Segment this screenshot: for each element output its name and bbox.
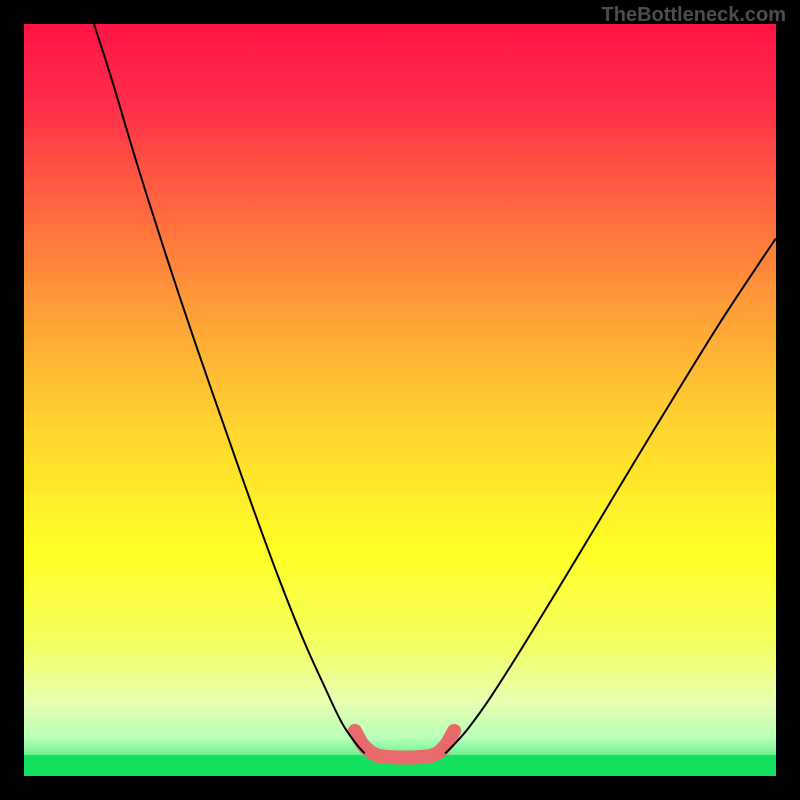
plot-svg [24,24,776,776]
gradient-background [24,24,776,776]
chart-frame: TheBottleneck.com [0,0,800,800]
watermark-text: TheBottleneck.com [602,4,786,27]
bottleneck-plot [24,24,776,776]
